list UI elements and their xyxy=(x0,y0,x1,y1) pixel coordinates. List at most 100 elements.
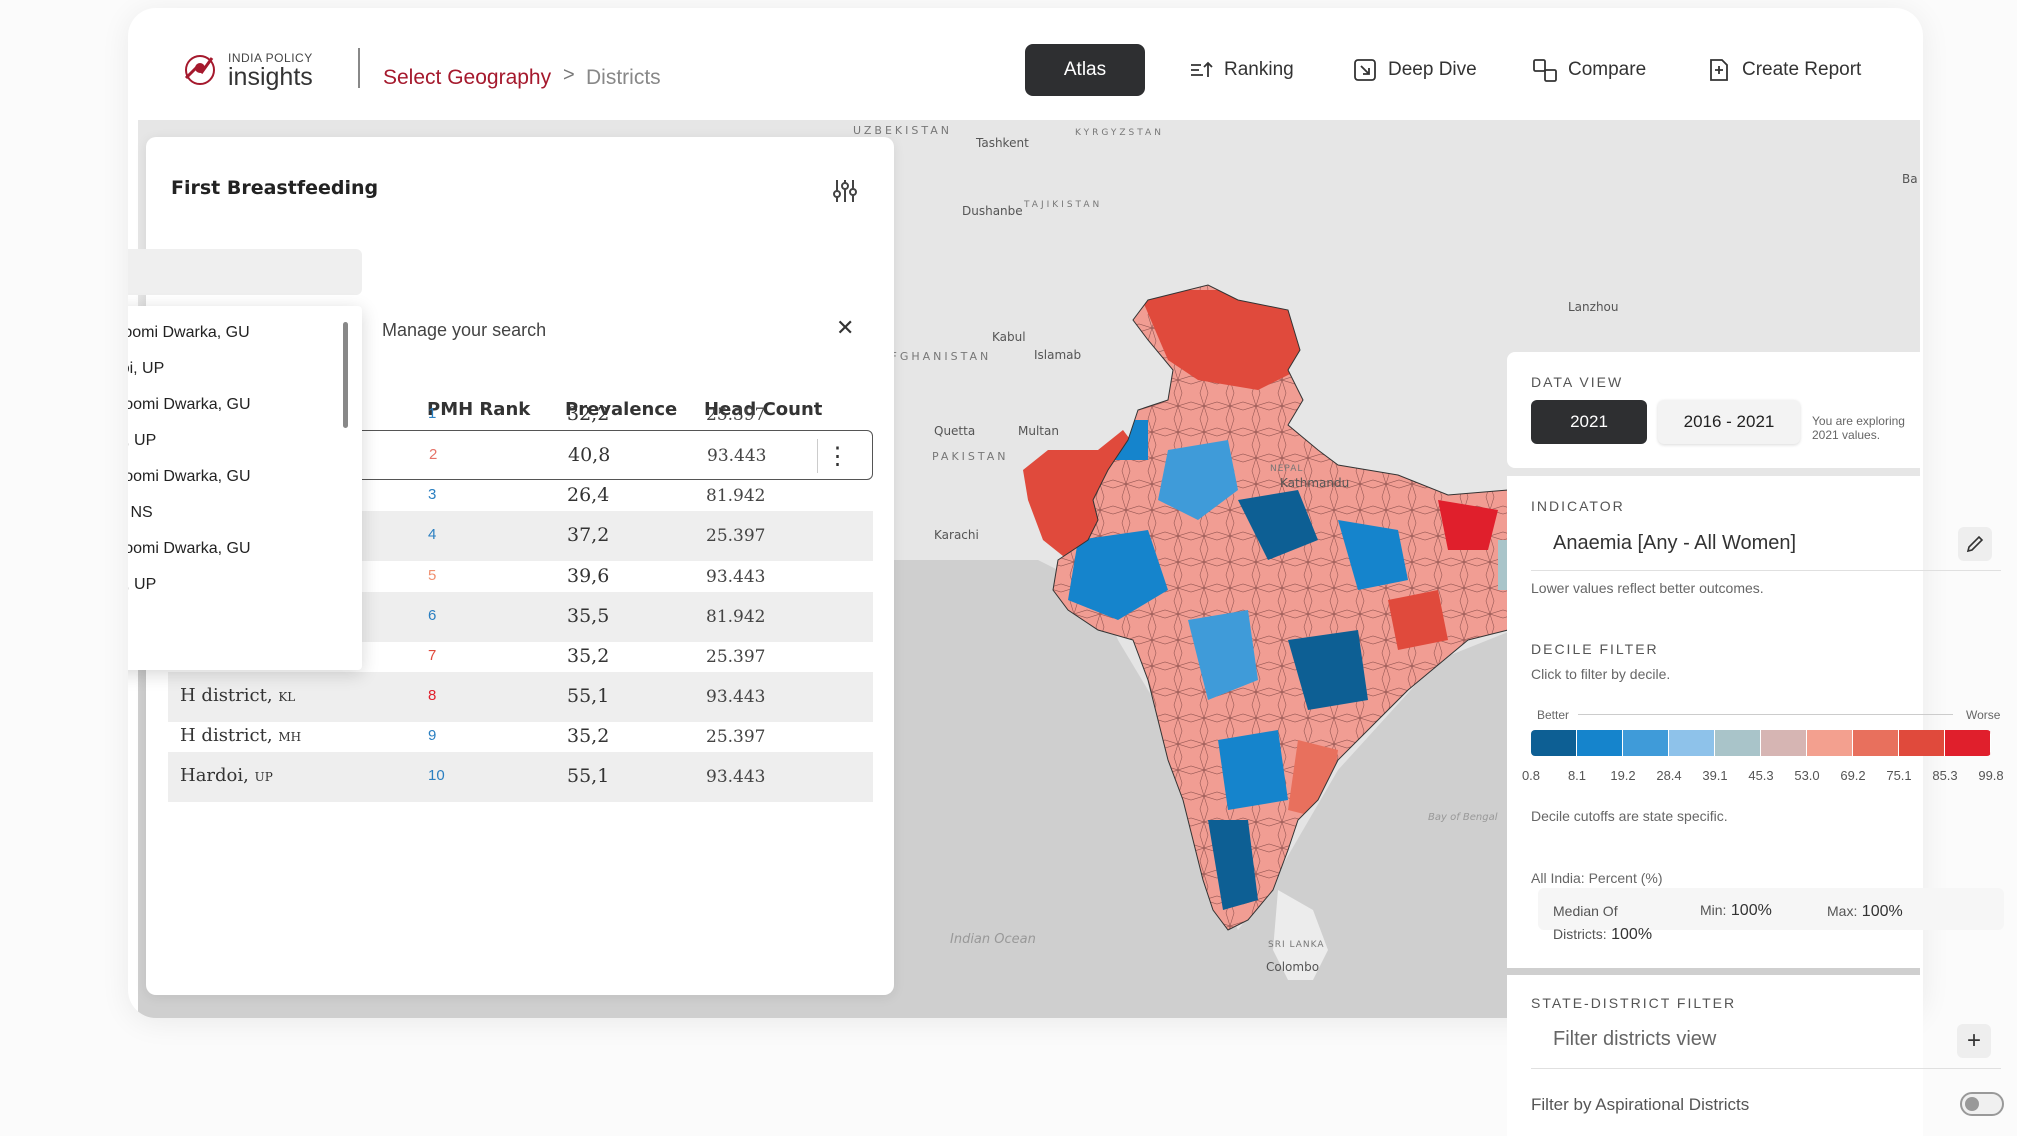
row-rank: 1 xyxy=(428,405,437,422)
aspirational-districts-toggle[interactable] xyxy=(1960,1092,2004,1116)
table-row[interactable]: 1 32,2 25.397 xyxy=(168,390,873,440)
pencil-icon xyxy=(1966,535,1984,553)
map-label-ba: Ba xyxy=(1902,172,1918,186)
map-label-tashkent: Tashkent xyxy=(976,136,1029,150)
row-head-count: 25.397 xyxy=(706,647,766,667)
filter-districts-input[interactable]: Filter districts view xyxy=(1553,1028,1717,1050)
decile-tick-label: 53.0 xyxy=(1794,768,1820,783)
decile-segment[interactable] xyxy=(1577,730,1623,756)
decile-segment[interactable] xyxy=(1945,730,1991,756)
decile-segment[interactable] xyxy=(1669,730,1715,756)
col-header-pmh-rank[interactable]: PMH Rank xyxy=(427,399,531,420)
header-divider xyxy=(358,48,360,88)
plus-icon: + xyxy=(1966,1027,1981,1054)
decile-filter-title: DECILE FILTER xyxy=(1531,641,1659,657)
decile-segment[interactable] xyxy=(1807,730,1853,756)
row-prevalence: 35,2 xyxy=(567,725,610,747)
district-option[interactable]: Jardoi, NS xyxy=(128,498,153,528)
col-header-prevalence[interactable]: Prevalence xyxy=(565,399,678,420)
nav-create-report-button[interactable]: Create Report xyxy=(1706,44,1861,96)
decile-tick-label: 69.2 xyxy=(1840,768,1866,783)
decile-segment[interactable] xyxy=(1899,730,1945,756)
nav-atlas-label: Atlas xyxy=(1063,59,1107,80)
data-view-range-button[interactable]: 2016 - 2021 xyxy=(1658,400,1800,444)
row-rank: 6 xyxy=(428,607,437,624)
map-label-kabul: Kabul xyxy=(992,330,1026,344)
deep-dive-icon xyxy=(1354,59,1376,81)
district-option[interactable]: Hardoi, UP xyxy=(128,570,156,600)
decile-tick-label: 28.4 xyxy=(1656,768,1682,783)
nav-atlas-button[interactable]: Atlas xyxy=(1025,44,1145,96)
breadcrumb-districts[interactable]: Districts xyxy=(586,66,661,89)
data-view-2021-button[interactable]: 2021 xyxy=(1531,400,1647,444)
map-label-pakistan: PAKISTAN xyxy=(932,450,1009,463)
map-label-kathmandu: Kathmandu xyxy=(1280,476,1350,490)
logo-icon xyxy=(184,55,215,85)
table-row[interactable]: H district, MH 9 35,2 25.397 xyxy=(168,712,873,762)
row-rank: 5 xyxy=(428,567,437,584)
district-option-label: Devbhoomi Dwarka, GU xyxy=(128,468,251,485)
decile-better-label: Better xyxy=(1537,708,1570,722)
better-worse-line xyxy=(1578,714,1953,715)
row-head-count: 93.443 xyxy=(707,446,767,466)
indicator-settings-panel: INDICATOR xyxy=(1507,476,1923,968)
data-view-title: DATA VIEW xyxy=(1531,374,1624,390)
map-label-sri-lanka: SRI LANKA xyxy=(1268,940,1325,950)
decile-tick-label: 0.8 xyxy=(1521,768,1541,783)
add-filter-button[interactable]: + xyxy=(1957,1024,1991,1058)
district-option[interactable]: Aevbhoomi Dwarka, GU xyxy=(128,318,250,348)
decile-segment[interactable] xyxy=(1761,730,1807,756)
decile-segment[interactable] xyxy=(1623,730,1669,756)
map-label-kyrgyzstan: KYRGYZSTAN xyxy=(1075,128,1164,138)
logo[interactable]: INDIA POLICY insights xyxy=(178,48,313,94)
row-rank: 4 xyxy=(428,526,437,543)
row-rank: 7 xyxy=(428,647,437,664)
row-head-count: 93.443 xyxy=(706,767,766,787)
data-view-note: You are exploring 2021 values. xyxy=(1812,414,1905,442)
district-option[interactable]: Cevbhoomi Dwarka, GU xyxy=(128,390,251,420)
median-label-2: Districts: xyxy=(1553,926,1607,942)
nav-compare-button[interactable]: Compare xyxy=(1532,44,1646,96)
min-stat: Min: 100% xyxy=(1700,902,1772,920)
row-rank: 3 xyxy=(428,486,437,503)
table-row[interactable]: H district, KL 8 55,1 93.443 xyxy=(168,672,873,722)
district-option[interactable]: Devbhoomi Dwarka, GU xyxy=(128,534,251,564)
breadcrumb-select-geography[interactable]: Select Geography xyxy=(383,66,552,89)
row-district: Hardoi, UP xyxy=(180,765,273,786)
decile-tick-label: 19.2 xyxy=(1610,768,1636,783)
district-option[interactable]: Bhardoi, UP xyxy=(128,354,164,384)
decile-segment[interactable] xyxy=(1531,730,1577,756)
filter-sliders-icon[interactable] xyxy=(831,177,859,205)
row-head-count: 25.397 xyxy=(706,405,766,425)
col-header-head-count[interactable]: Head Count xyxy=(704,399,823,420)
district-option[interactable]: Hardoi, UP xyxy=(128,426,156,456)
district-search-input[interactable] xyxy=(128,257,348,287)
indicator-panel-title: First Breastfeeding xyxy=(171,177,379,199)
district-option[interactable]: Devbhoomi Dwarka, GU xyxy=(128,462,251,492)
dropdown-scrollbar[interactable] xyxy=(343,322,348,428)
median-label: Median Of xyxy=(1553,903,1618,919)
row-rank: 9 xyxy=(428,727,437,744)
district-option-label: Jardoi, NS xyxy=(128,504,153,521)
min-label: Min: xyxy=(1700,902,1727,918)
table-row[interactable]: Hardoi, UP 10 55,1 93.443 xyxy=(168,752,873,802)
decile-segment[interactable] xyxy=(1853,730,1899,756)
district-search-box[interactable] xyxy=(128,249,362,295)
row-head-count: 81.942 xyxy=(706,607,766,627)
nav-ranking-button[interactable]: Ranking xyxy=(1188,44,1294,96)
row-more-icon[interactable]: ⋮ xyxy=(817,439,857,473)
map-label-tajikistan: TAJIKISTAN xyxy=(1024,200,1103,210)
map-label-indian-ocean: Indian Ocean xyxy=(950,932,1036,947)
row-prevalence: 32,2 xyxy=(567,403,610,425)
close-icon[interactable]: ✕ xyxy=(836,315,855,340)
nav-create-report-label: Create Report xyxy=(1742,59,1862,80)
table-row[interactable]: 3 26,4 81.942 xyxy=(168,471,873,521)
indicator-note: Lower values reflect better outcomes. xyxy=(1531,580,1764,596)
decile-tick-label: 85.3 xyxy=(1932,768,1958,783)
nav-deep-dive-button[interactable]: Deep Dive xyxy=(1352,44,1477,96)
logo-big-text: insights xyxy=(228,63,313,91)
map-label-uzbekistan: UZBEKISTAN xyxy=(853,124,952,137)
edit-indicator-button[interactable] xyxy=(1958,527,1992,561)
decile-segment[interactable] xyxy=(1715,730,1761,756)
map-label-nepal: NEPAL xyxy=(1270,464,1304,474)
